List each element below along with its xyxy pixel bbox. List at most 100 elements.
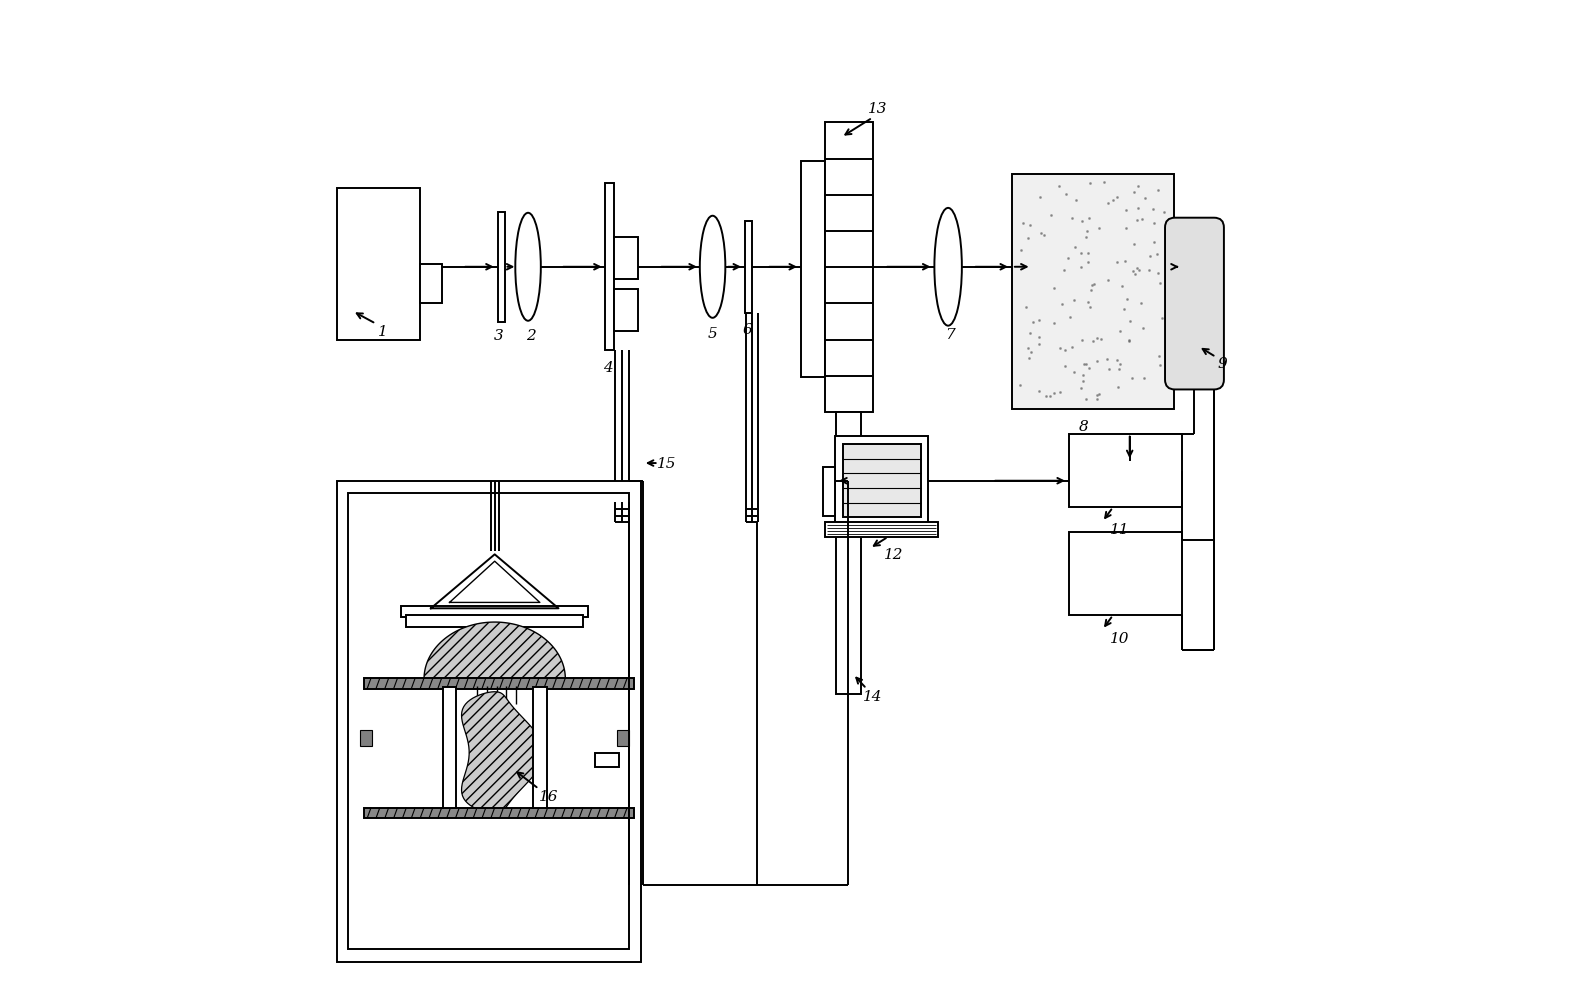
Point <box>1027 385 1052 400</box>
Point <box>1019 344 1044 360</box>
Text: 16: 16 <box>540 789 559 803</box>
Point <box>1129 211 1154 227</box>
Bar <box>801 162 825 378</box>
Point <box>1087 332 1113 348</box>
Point <box>1070 374 1095 389</box>
Bar <box>336 189 420 341</box>
Text: 13: 13 <box>868 102 887 115</box>
Point <box>1075 255 1100 271</box>
Point <box>1014 232 1040 247</box>
Point <box>1126 200 1151 216</box>
Point <box>1052 342 1078 358</box>
Point <box>1075 246 1100 261</box>
Bar <box>420 264 441 304</box>
Bar <box>365 678 634 689</box>
Bar <box>615 290 638 331</box>
Point <box>1113 253 1138 269</box>
Point <box>1081 276 1106 292</box>
Point <box>1073 357 1098 373</box>
Point <box>1114 292 1140 308</box>
Bar <box>823 467 836 517</box>
Point <box>1094 351 1119 367</box>
Point <box>1124 213 1149 229</box>
Point <box>1103 352 1129 368</box>
Point <box>1016 340 1041 356</box>
Point <box>1146 266 1172 282</box>
Point <box>1092 175 1118 190</box>
Point <box>1027 313 1052 328</box>
Point <box>1078 283 1103 299</box>
Bar <box>615 238 638 279</box>
Bar <box>618 731 629 746</box>
FancyBboxPatch shape <box>1165 219 1224 390</box>
Point <box>1049 297 1075 313</box>
Point <box>1151 205 1176 221</box>
Point <box>1013 301 1038 317</box>
Point <box>1041 387 1067 402</box>
Point <box>1062 293 1087 309</box>
Point <box>1127 296 1153 312</box>
Bar <box>595 753 619 767</box>
Point <box>1095 273 1121 289</box>
Point <box>1145 247 1170 263</box>
Point <box>1146 358 1172 374</box>
Point <box>1079 278 1105 294</box>
Point <box>1097 362 1122 378</box>
Point <box>1087 221 1113 237</box>
Bar <box>825 123 872 412</box>
Bar <box>498 213 505 322</box>
Text: 5: 5 <box>708 326 718 340</box>
Point <box>1084 392 1110 408</box>
Bar <box>1068 434 1181 508</box>
Point <box>1132 191 1157 207</box>
Point <box>1075 224 1100 240</box>
Point <box>1116 334 1141 350</box>
Text: 8: 8 <box>1079 419 1089 433</box>
Point <box>1008 243 1033 258</box>
Bar <box>406 615 583 627</box>
Point <box>1084 387 1110 403</box>
Point <box>1084 354 1110 370</box>
Point <box>1048 386 1073 401</box>
Text: 2: 2 <box>525 329 537 343</box>
Point <box>1149 311 1175 326</box>
Point <box>1073 230 1098 246</box>
Bar <box>533 687 546 808</box>
Point <box>1124 260 1149 276</box>
Point <box>1105 255 1130 271</box>
Point <box>1081 333 1106 349</box>
Point <box>1063 193 1089 209</box>
Point <box>1121 185 1146 201</box>
Point <box>1071 357 1097 373</box>
Point <box>1048 340 1073 356</box>
Bar <box>336 481 642 961</box>
Point <box>1078 176 1103 191</box>
Bar <box>844 445 920 518</box>
Point <box>1075 295 1100 311</box>
Point <box>1148 276 1173 292</box>
Point <box>1078 300 1103 316</box>
Point <box>1027 337 1052 353</box>
Point <box>1141 216 1167 232</box>
Point <box>1141 236 1167 251</box>
Point <box>1127 262 1153 278</box>
Point <box>1138 249 1164 265</box>
Point <box>1046 178 1071 194</box>
Text: 1: 1 <box>377 324 388 338</box>
Text: 10: 10 <box>1110 631 1130 645</box>
Text: 9: 9 <box>1216 357 1227 371</box>
Point <box>1055 250 1081 266</box>
Point <box>1113 203 1138 219</box>
Point <box>1103 189 1129 205</box>
Text: 7: 7 <box>946 327 955 341</box>
Bar <box>836 436 928 525</box>
Point <box>1054 186 1079 202</box>
Point <box>1122 267 1148 283</box>
Point <box>1060 364 1086 380</box>
Ellipse shape <box>516 214 541 321</box>
Point <box>1070 368 1095 384</box>
Bar <box>825 523 938 537</box>
Point <box>1027 190 1052 206</box>
Point <box>1146 348 1172 364</box>
Point <box>1052 359 1078 375</box>
